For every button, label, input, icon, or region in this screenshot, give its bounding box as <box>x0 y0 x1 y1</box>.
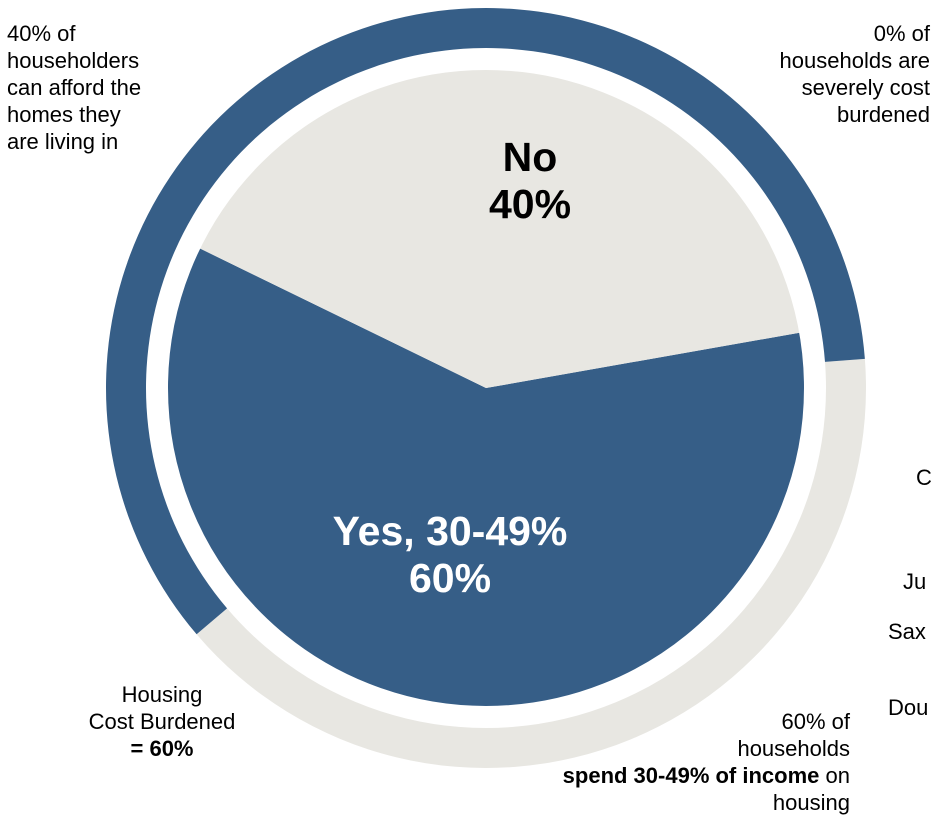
annotation-bottom-right-line1: 60% of <box>781 709 851 734</box>
clipped-label: Dou <box>888 695 929 720</box>
annotation-bottom-right-line2: households <box>737 736 850 761</box>
annotation-top-left-line: can afford the <box>7 75 142 100</box>
clipped-label: Ju <box>903 569 927 594</box>
annotation-bottom-left-line3: = 60% <box>130 736 194 761</box>
clipped-label: C <box>916 465 932 490</box>
slice-label-no: No 40% <box>420 134 640 228</box>
clipped-label: Sax <box>888 619 926 644</box>
annotation-top-right-line: 0% of <box>873 21 930 46</box>
annotation-top-left-line: 40% of <box>7 21 76 46</box>
pie-slice-1 <box>199 69 801 388</box>
slice-label-no-name: No <box>502 134 558 180</box>
annotation-top-right-line: burdened <box>837 102 930 127</box>
slice-label-yes-name: Yes, 30-49% <box>332 508 568 554</box>
slice-label-yes: Yes, 30-49% 60% <box>290 508 610 602</box>
annotation-top-left-line: homes they <box>7 102 121 127</box>
pie-outline <box>166 68 806 708</box>
outer-ring-segment-1 <box>106 8 865 635</box>
annotation-top-right-line: households are <box>779 48 930 73</box>
annotation-top-left: 40% of householders can afford the homes… <box>7 20 141 155</box>
slice-label-no-value: 40% <box>488 181 572 227</box>
annotation-bottom-left-line2: Cost Burdened <box>88 709 236 734</box>
annotation-bottom-left-line1: Housing <box>121 682 203 707</box>
annotation-bottom-right: 60% of households spend 30-49% of income… <box>563 708 850 816</box>
annotation-bottom-right-rest: on <box>819 763 850 788</box>
annotation-bottom-right-bold: spend 30-49% of income <box>562 763 820 788</box>
annotation-bottom-right-line4: housing <box>772 790 850 815</box>
outer-ring-segment-0 <box>196 358 867 769</box>
annotation-top-right: 0% of households are severely cost burde… <box>780 20 930 128</box>
pie-slice-0 <box>166 248 806 708</box>
annotation-bottom-right-line3: spend 30-49% of income on <box>563 762 850 789</box>
annotation-top-right-line: severely cost <box>801 75 930 100</box>
annotation-bottom-left: Housing Cost Burdened = 60% <box>52 681 272 762</box>
slice-label-yes-value: 60% <box>408 555 492 601</box>
annotation-top-left-line: are living in <box>7 129 119 154</box>
annotation-top-left-line: householders <box>7 48 140 73</box>
